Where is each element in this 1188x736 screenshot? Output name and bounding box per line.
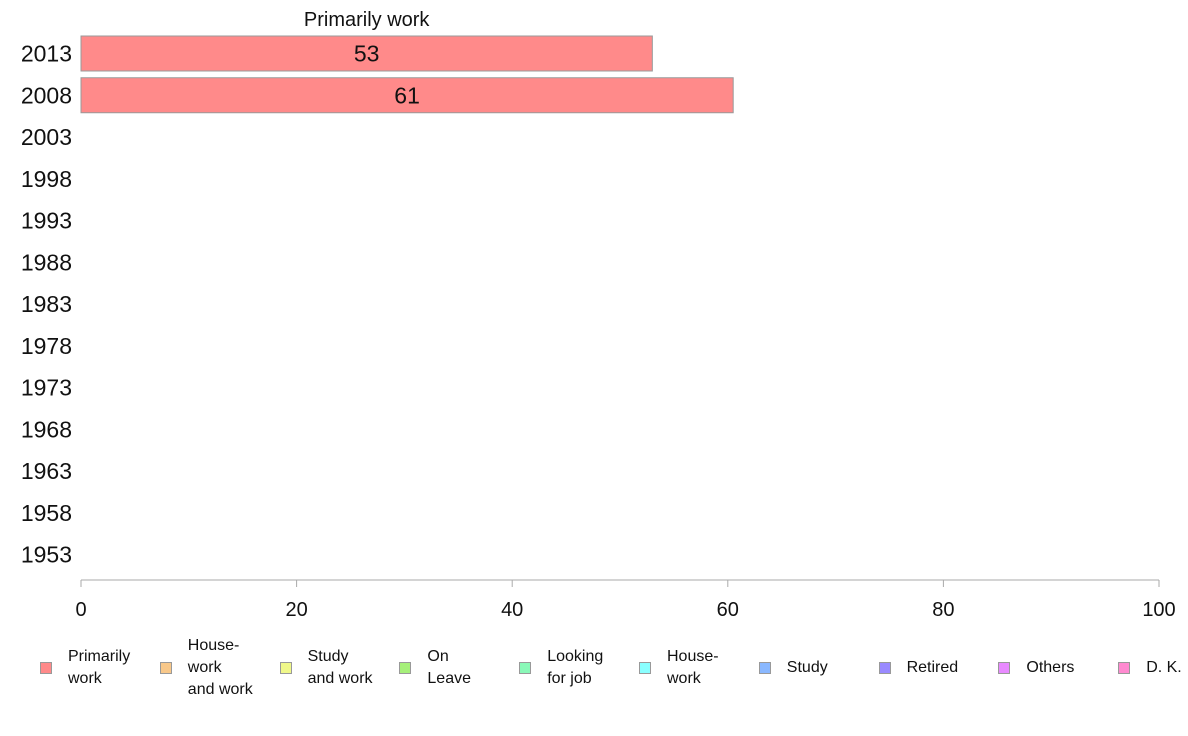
legend-swatch	[758, 662, 771, 674]
legend-swatch	[40, 662, 52, 674]
y-tick-label: 2013	[21, 41, 72, 67]
legend: Primarily work House- work and work Study …	[0, 636, 1188, 700]
bar	[80, 77, 734, 114]
legend-label: House- work	[667, 648, 719, 687]
legend-item: Study and work	[279, 636, 373, 700]
bar-value-label: 61	[394, 82, 420, 108]
y-axis-labels: 2013 2008 2003 1998 1993 1988 1983 1978 1973 1968…	[21, 41, 72, 568]
legend-swatch	[998, 662, 1011, 674]
legend-label: House- work and work	[187, 637, 253, 698]
legend-swatch	[519, 662, 532, 674]
legend-item: Retired	[878, 636, 959, 700]
x-tick-label: 20	[285, 599, 307, 620]
y-tick-label: 1993	[21, 208, 72, 234]
legend-item: Others	[998, 636, 1074, 700]
y-tick-label: 1953	[21, 542, 72, 568]
y-tick-label: 1983	[21, 291, 72, 317]
chart-area: Primarily work 2013 2008 2003 1998 1993 1988 1…	[21, 9, 1176, 620]
y-tick-label: 1978	[21, 333, 72, 359]
legend-item: Looking for job	[519, 636, 603, 700]
legend-item: Study	[758, 636, 828, 700]
y-tick-label: 1988	[21, 249, 72, 275]
y-tick-label: 1968	[21, 416, 72, 442]
legend-label: Looking for job	[547, 648, 604, 687]
legend-item: D. K.	[1118, 636, 1182, 700]
y-tick-label: 1998	[21, 166, 72, 192]
bars: 53 61	[80, 35, 734, 114]
legend-swatch	[878, 662, 891, 674]
legend-item: On Leave	[399, 636, 471, 700]
legend-swatch	[279, 662, 292, 674]
x-tick-label: 40	[501, 599, 523, 620]
legend-swatch	[1118, 662, 1131, 674]
y-tick-label: 2003	[21, 124, 72, 150]
legend-label: Study	[786, 659, 828, 676]
x-tick-label: 100	[1142, 599, 1175, 620]
x-tick-label: 60	[717, 599, 739, 620]
legend-label: Others	[1026, 659, 1075, 676]
legend-swatch	[399, 662, 412, 674]
legend-item: Primarily work	[40, 636, 130, 700]
y-tick-label: 2008	[21, 82, 72, 108]
column-label: Primarily work	[304, 9, 431, 31]
bar	[80, 35, 653, 72]
legend-label: Retired	[906, 659, 959, 676]
y-tick-label: 1958	[21, 500, 72, 526]
legend-label: Primarily work	[68, 648, 131, 687]
y-tick-label: 1963	[21, 458, 72, 484]
legend-label: D. K.	[1146, 659, 1182, 676]
x-tick-label: 80	[932, 599, 954, 620]
legend-item: House- work and work	[159, 636, 253, 700]
y-tick-label: 1973	[21, 375, 72, 401]
legend-label: On Leave	[427, 648, 471, 687]
legend-swatch	[639, 662, 651, 674]
legend-item: House- work	[639, 636, 719, 700]
x-tick-label: 0	[75, 599, 86, 620]
x-axis: 0 20 40 60 80 100	[75, 579, 1176, 620]
legend-label: Study and work	[307, 648, 373, 687]
bar-value-label: 53	[354, 41, 380, 67]
legend-swatch	[159, 662, 172, 674]
